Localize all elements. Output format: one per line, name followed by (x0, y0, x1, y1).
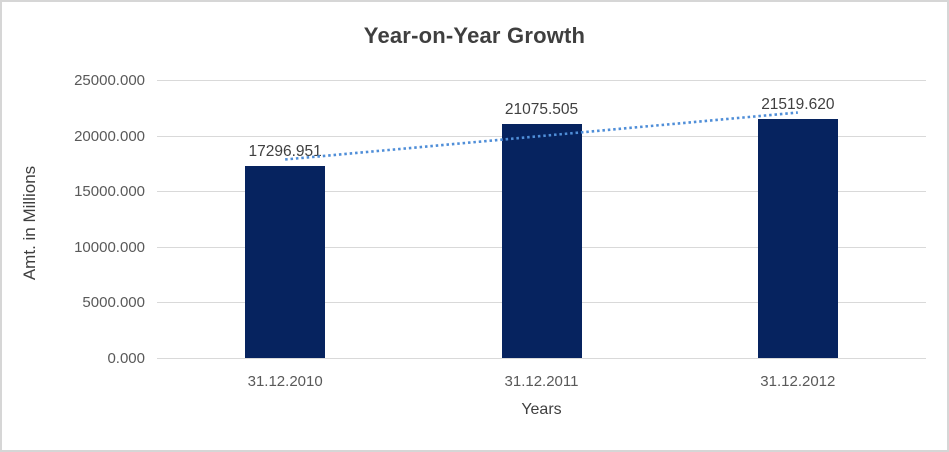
bar (501, 123, 582, 358)
y-tick-label: 20000.000 (74, 127, 145, 145)
x-axis-title: Years (521, 401, 562, 418)
y-tick-label: 15000.000 (74, 183, 145, 201)
y-tick-label: 0.000 (107, 350, 145, 367)
data-label: 17296.951 (248, 142, 322, 160)
x-tick-label: 31.12.2010 (247, 373, 323, 390)
chart-title: Year-on-Year Growth (363, 23, 586, 48)
y-tick-label: 5000.000 (82, 294, 145, 312)
x-tick-label: 31.12.2011 (504, 373, 579, 390)
gridline (157, 80, 926, 81)
bar (245, 165, 326, 358)
y-tick-label: 25000.000 (74, 72, 145, 89)
y-tick-label: 10000.000 (74, 238, 145, 256)
data-label: 21075.505 (504, 100, 579, 118)
data-label: 21519.620 (761, 95, 835, 113)
x-tick-label: 31.12.2012 (760, 373, 836, 390)
gridline (157, 358, 926, 359)
bar (757, 118, 838, 358)
